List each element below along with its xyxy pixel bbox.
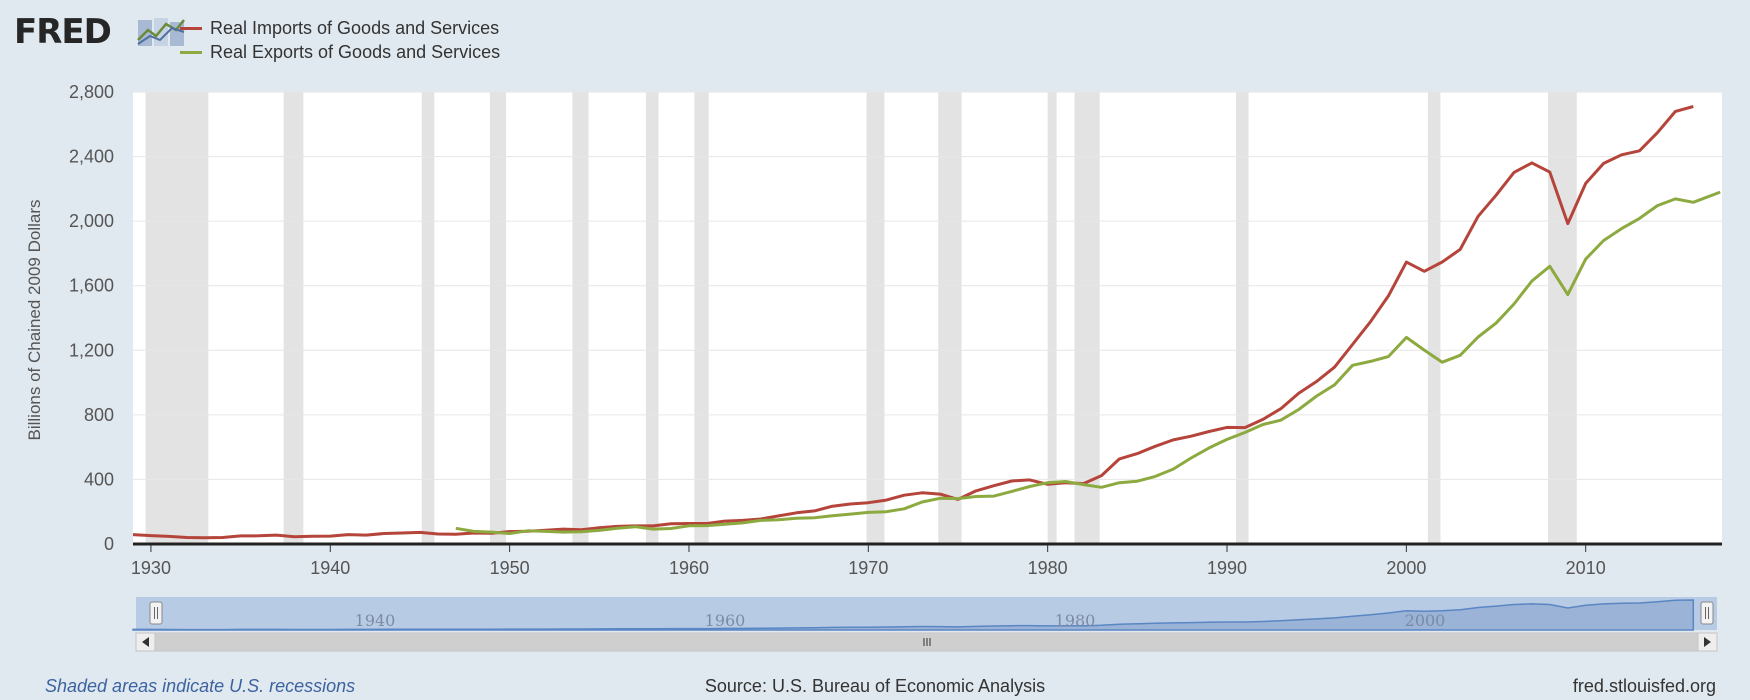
chart-logo-icon <box>137 18 185 46</box>
fred-logo-text: FRED <box>14 12 112 52</box>
legend-item-imports[interactable]: Real Imports of Goods and Services <box>180 16 500 40</box>
y-tick-label: 1,200 <box>69 340 114 360</box>
x-tick-label: 1990 <box>1207 558 1247 578</box>
recession-band <box>572 92 589 544</box>
recession-band <box>1427 92 1441 544</box>
x-tick-label: 1960 <box>669 558 709 578</box>
navigator-series <box>132 599 1695 631</box>
recession-band <box>421 92 435 544</box>
legend-swatch-imports <box>180 27 202 30</box>
y-tick-label: 2,000 <box>69 211 114 231</box>
recession-band <box>283 92 304 544</box>
recession-band <box>1235 92 1249 544</box>
recession-band <box>489 92 507 544</box>
recession-note: Shaded areas indicate U.S. recessions <box>45 676 356 696</box>
x-tick-label: 1930 <box>131 558 171 578</box>
x-tick-label: 2010 <box>1566 558 1606 578</box>
y-tick-label: 800 <box>84 405 114 425</box>
site-link[interactable]: fred.stlouisfed.org <box>1572 676 1716 696</box>
navigator-right-handle[interactable] <box>1700 601 1714 625</box>
plot-area: 0 400 800 1,200 1,600 2,000 2,400 2,800 1930 1940… <box>69 82 1722 578</box>
legend-label-imports: Real Imports of Goods and Services <box>210 18 500 38</box>
range-navigator[interactable]: 1940 1960 1980 2000 <box>132 597 1718 652</box>
imports-line <box>132 105 1694 540</box>
legend-swatch-exports <box>180 51 202 54</box>
y-tick-label: 2,800 <box>69 82 114 102</box>
y-axis-label: Billions of Chained 2009 Dollars <box>25 200 44 441</box>
navigator-year-label: 1980 <box>1055 611 1096 630</box>
recession-band <box>938 92 962 544</box>
recession-band <box>866 92 885 544</box>
recession-band <box>1548 92 1577 544</box>
x-tick-label: 1950 <box>490 558 530 578</box>
y-tick-label: 2,400 <box>69 147 114 167</box>
legend-label-exports: Real Exports of Goods and Services <box>210 42 501 62</box>
navigator-year-label: 1960 <box>705 611 746 630</box>
recession-band <box>1047 92 1057 544</box>
y-tick-label: 0 <box>104 534 114 554</box>
exports-line <box>455 190 1721 535</box>
plot-background <box>133 92 1722 544</box>
chevron-right-icon <box>1704 637 1711 647</box>
x-tick-label: 2000 <box>1386 558 1426 578</box>
y-tick-label: 1,600 <box>69 276 114 296</box>
fred-logo[interactable]: FRED <box>14 12 185 52</box>
chart-legend: Real Imports of Goods and Services Real … <box>180 16 500 64</box>
x-tick-label: 1980 <box>1028 558 1068 578</box>
recession-band <box>145 92 209 544</box>
x-tick-label: 1940 <box>310 558 350 578</box>
recession-band <box>694 92 709 544</box>
navigator-left-handle[interactable] <box>149 601 163 625</box>
y-tick-label: 400 <box>84 469 114 489</box>
chevron-left-icon <box>142 637 149 647</box>
recession-band <box>645 92 659 544</box>
navigator-year-label: 1940 <box>355 611 396 630</box>
recession-band <box>1074 92 1100 544</box>
x-tick-label: 1970 <box>848 558 888 578</box>
navigator-year-label: 2000 <box>1405 611 1446 630</box>
legend-item-exports[interactable]: Real Exports of Goods and Services <box>180 40 500 64</box>
source-text: Source: U.S. Bureau of Economic Analysis <box>704 676 1046 696</box>
